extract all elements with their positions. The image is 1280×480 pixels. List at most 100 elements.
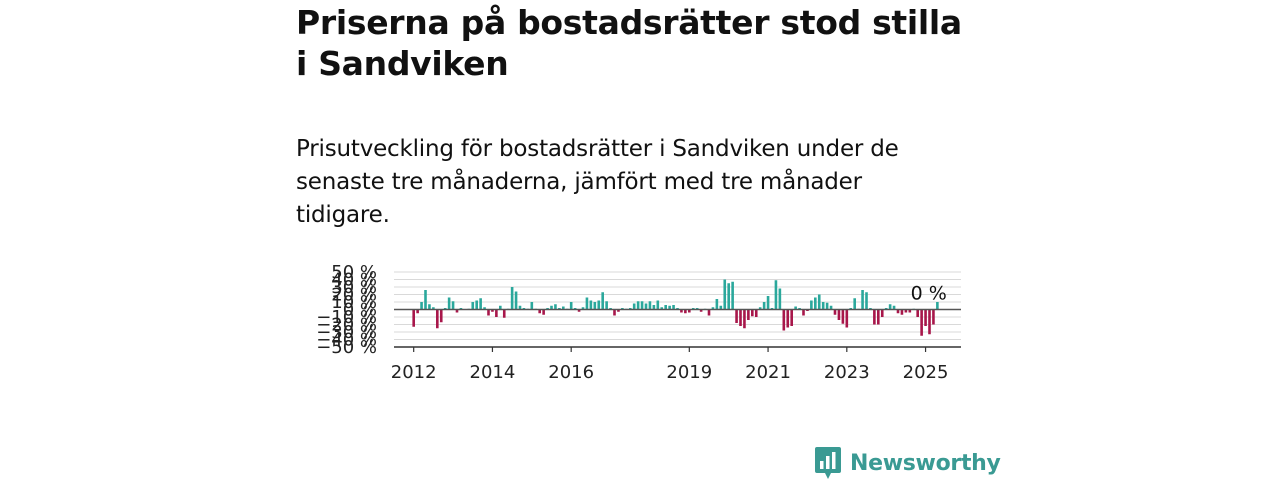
data-bar — [664, 305, 667, 310]
y-axis-ticks: 50 %40 %30 %20 %10 %0 %−10 %−20 %−30 %−4… — [316, 262, 377, 358]
data-bar — [936, 302, 939, 310]
data-bar — [790, 309, 793, 326]
data-bar — [416, 309, 419, 314]
y-tick-label: 50 % — [331, 262, 377, 283]
data-bar — [908, 309, 912, 313]
data-bar — [436, 309, 439, 329]
data-bar — [841, 309, 845, 324]
page-title: Priserna på bostadsrätter stod stilla i … — [296, 3, 962, 83]
data-bar — [589, 300, 593, 310]
data-bar — [778, 288, 782, 310]
data-bar — [900, 309, 904, 315]
data-bar — [495, 309, 498, 317]
data-bar — [920, 309, 923, 336]
data-bar — [699, 309, 703, 312]
data-bar — [865, 292, 868, 310]
data-bar — [754, 309, 758, 317]
newsworthy-brand[interactable]: Newsworthy — [814, 446, 1001, 480]
y-tick-label: 10 % — [331, 292, 377, 313]
data-bar — [727, 283, 730, 310]
data-bar — [475, 300, 478, 310]
data-bar — [715, 299, 719, 310]
data-bar — [821, 302, 825, 310]
x-tick-label: 2014 — [470, 362, 516, 383]
data-bar — [853, 298, 856, 310]
x-axis-ticks: 2012 2014 2016 2019 2021 2023 2025 — [391, 347, 949, 383]
data-bar — [786, 309, 790, 328]
data-bar — [877, 309, 880, 325]
data-bar — [924, 309, 927, 326]
x-tick-label: 2023 — [824, 362, 870, 383]
x-tick-label: 2025 — [903, 362, 949, 383]
data-bar — [656, 300, 660, 310]
data-bar — [766, 296, 770, 310]
y-tick-label: 0 % — [343, 300, 377, 321]
data-bar — [751, 309, 754, 317]
data-bar — [814, 297, 817, 310]
data-bar — [562, 306, 565, 310]
price-change-chart: 50 %40 %30 %20 %10 %0 %−10 %−20 %−30 %−4… — [316, 262, 961, 383]
data-bar — [585, 297, 589, 310]
data-bar — [601, 292, 604, 310]
data-bar — [660, 307, 664, 310]
data-bar — [892, 305, 896, 310]
data-bar — [617, 309, 620, 312]
data-bar — [782, 309, 786, 331]
data-bar — [810, 300, 813, 310]
data-bar — [439, 309, 443, 323]
x-tick-label: 2012 — [391, 362, 437, 383]
y-tick-label: −40 % — [316, 330, 377, 351]
data-bar — [932, 309, 935, 325]
x-tick-label: 2016 — [548, 362, 594, 383]
data-bar — [652, 305, 656, 310]
data-bar — [794, 306, 797, 310]
data-bar — [739, 309, 742, 326]
y-tick-label: 30 % — [331, 277, 377, 298]
data-bar — [593, 302, 597, 310]
page-subtitle: Prisutveckling för bostadsrätter i Sandv… — [296, 136, 899, 228]
data-bar — [577, 309, 581, 312]
data-bar — [483, 307, 486, 310]
data-bar — [743, 309, 746, 329]
data-bar — [640, 301, 644, 310]
data-bar — [707, 309, 711, 316]
data-bar — [542, 309, 545, 315]
data-bar — [581, 307, 585, 310]
data-bar — [802, 309, 805, 316]
data-bar — [432, 307, 435, 310]
data-bar — [735, 309, 738, 323]
data-bar — [487, 309, 490, 316]
data-bar — [447, 297, 451, 310]
data-bar — [636, 301, 640, 310]
y-tick-label: 20 % — [331, 285, 377, 306]
data-bar — [538, 309, 541, 314]
data-bar — [613, 309, 616, 316]
data-bar — [510, 287, 514, 310]
data-bar — [928, 309, 931, 335]
x-tick-label: 2019 — [666, 362, 712, 383]
data-bar — [632, 303, 636, 310]
data-bar — [916, 309, 919, 317]
data-bar — [904, 309, 908, 313]
data-bar — [424, 290, 427, 310]
data-bar — [518, 305, 522, 310]
data-bar — [644, 303, 648, 310]
data-bar — [829, 305, 833, 310]
data-bar — [569, 302, 573, 310]
data-bar — [471, 302, 475, 310]
data-bar — [479, 298, 482, 310]
data-bar — [758, 307, 762, 310]
y-tick-label: −50 % — [316, 337, 377, 358]
data-bar — [888, 304, 892, 310]
data-bar — [774, 280, 778, 310]
x-tick-label: 2021 — [745, 362, 791, 383]
chart-bars — [412, 279, 939, 336]
data-bar — [502, 309, 506, 318]
data-bar — [514, 291, 518, 310]
data-bar — [711, 307, 715, 310]
data-bar — [684, 309, 687, 314]
data-bar — [605, 301, 608, 310]
brand-name: Newsworthy — [850, 450, 1001, 476]
data-bar — [428, 304, 431, 310]
data-bar — [833, 309, 837, 315]
